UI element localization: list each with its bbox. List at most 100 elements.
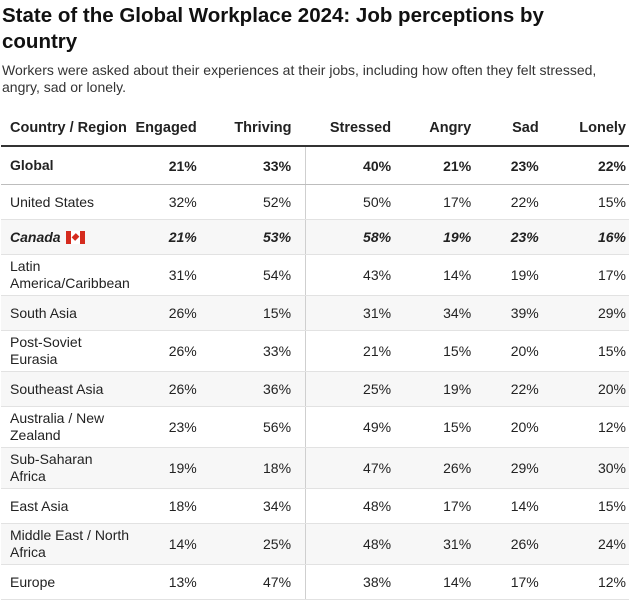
cell-engaged: 19% <box>129 447 211 489</box>
cell-engaged: 21% <box>129 219 211 255</box>
row-label-text: Canada <box>10 228 61 245</box>
row-label: Europe <box>1 564 130 600</box>
row-label-text: Australia / New Zealand <box>10 410 105 443</box>
cell-lonely: 22% <box>552 146 629 185</box>
cell-sad: 23% <box>485 219 553 255</box>
table-row: United States 32% 52% 50% 17% 22% 15% <box>1 184 629 220</box>
row-label: Global <box>1 146 130 185</box>
cell-engaged: 13% <box>129 564 211 600</box>
cell-stressed: 25% <box>305 371 406 407</box>
cell-lonely: 30% <box>552 447 629 489</box>
cell-angry: 31% <box>405 523 486 565</box>
cell-angry: 17% <box>405 488 486 524</box>
cell-engaged: 26% <box>129 295 211 331</box>
cell-engaged: 31% <box>129 254 211 296</box>
cell-sad: 19% <box>485 254 553 296</box>
cell-engaged: 26% <box>129 330 211 372</box>
cell-stressed: 50% <box>305 184 406 220</box>
cell-sad: 22% <box>485 184 553 220</box>
cell-thriving: 47% <box>210 564 306 600</box>
column-header-country-region: Country / Region <box>1 110 130 147</box>
cell-stressed: 21% <box>305 330 406 372</box>
cell-stressed: 48% <box>305 488 406 524</box>
cell-angry: 14% <box>405 254 486 296</box>
cell-thriving: 52% <box>210 184 306 220</box>
row-label: Post-Soviet Eurasia <box>1 330 130 372</box>
canada-flag-icon <box>65 230 85 244</box>
cell-lonely: 12% <box>552 564 629 600</box>
cell-sad: 17% <box>485 564 553 600</box>
cell-thriving: 15% <box>210 295 306 331</box>
cell-lonely: 16% <box>552 219 629 255</box>
cell-angry: 15% <box>405 406 486 448</box>
table-row: Middle East / North Africa 14% 25% 48% 31% 26… <box>1 523 629 565</box>
cell-lonely: 15% <box>552 488 629 524</box>
cell-angry: 21% <box>405 146 486 185</box>
row-label-text: Latin America/Caribbean <box>10 258 130 291</box>
cell-thriving: 36% <box>210 371 306 407</box>
cell-thriving: 54% <box>210 254 306 296</box>
row-label: East Asia <box>1 488 130 524</box>
row-label-text: Sub-Saharan Africa <box>10 451 93 484</box>
cell-sad: 22% <box>485 371 553 407</box>
cell-angry: 15% <box>405 330 486 372</box>
cell-engaged: 23% <box>129 406 211 448</box>
column-header-sad: Sad <box>485 110 553 147</box>
cell-thriving: 33% <box>210 146 306 185</box>
table-row: South Asia 26% 15% 31% 34% 39% 29% <box>1 295 629 331</box>
cell-lonely: 15% <box>552 184 629 220</box>
cell-thriving: 34% <box>210 488 306 524</box>
cell-angry: 19% <box>405 371 486 407</box>
cell-lonely: 12% <box>552 406 629 448</box>
cell-angry: 19% <box>405 219 486 255</box>
row-label-text: Middle East / North Africa <box>10 527 130 560</box>
cell-stressed: 58% <box>305 219 406 255</box>
cell-lonely: 24% <box>552 523 629 565</box>
row-label-text: United States <box>10 193 95 210</box>
row-label: United States <box>1 184 130 220</box>
cell-engaged: 18% <box>129 488 211 524</box>
row-label: Latin America/Caribbean <box>1 254 130 296</box>
cell-lonely: 20% <box>552 371 629 407</box>
cell-engaged: 26% <box>129 371 211 407</box>
cell-lonely: 15% <box>552 330 629 372</box>
cell-stressed: 43% <box>305 254 406 296</box>
table-row: Southeast Asia 26% 36% 25% 19% 22% 20% <box>1 371 629 407</box>
row-label: Sub-Saharan Africa <box>1 447 130 489</box>
cell-stressed: 40% <box>305 146 406 185</box>
cell-sad: 26% <box>485 523 553 565</box>
chart-subtitle: Workers were asked about their experienc… <box>2 62 597 95</box>
column-header-lonely: Lonely <box>552 110 629 147</box>
row-label-text: East Asia <box>10 497 69 514</box>
row-label-text: Europe <box>10 573 56 590</box>
cell-lonely: 29% <box>552 295 629 331</box>
cell-stressed: 49% <box>305 406 406 448</box>
table-row: Latin America/Caribbean 31% 54% 43% 14% 19% 17… <box>1 254 629 296</box>
cell-thriving: 25% <box>210 523 306 565</box>
cell-stressed: 47% <box>305 447 406 489</box>
row-label-text: Post-Soviet Eurasia <box>10 334 82 367</box>
cell-angry: 34% <box>405 295 486 331</box>
cell-angry: 14% <box>405 564 486 600</box>
row-label: South Asia <box>1 295 130 331</box>
cell-stressed: 48% <box>305 523 406 565</box>
cell-sad: 20% <box>485 406 553 448</box>
row-label: Southeast Asia <box>1 371 130 407</box>
row-label-text: Global <box>10 157 54 173</box>
table-row: East Asia 18% 34% 48% 17% 14% 15% <box>1 488 629 524</box>
cell-stressed: 31% <box>305 295 406 331</box>
table-row: Europe 13% 47% 38% 14% 17% 12% <box>1 564 629 600</box>
row-label-text: South Asia <box>10 304 77 321</box>
cell-sad: 14% <box>485 488 553 524</box>
cell-sad: 29% <box>485 447 553 489</box>
cell-stressed: 38% <box>305 564 406 600</box>
cell-lonely: 17% <box>552 254 629 296</box>
cell-thriving: 56% <box>210 406 306 448</box>
table-row: Global 21% 33% 40% 21% 23% 22% <box>1 146 629 185</box>
table-row: Post-Soviet Eurasia 26% 33% 21% 15% 20% 15% <box>1 330 629 372</box>
cell-thriving: 33% <box>210 330 306 372</box>
cell-engaged: 14% <box>129 523 211 565</box>
cell-sad: 20% <box>485 330 553 372</box>
cell-thriving: 18% <box>210 447 306 489</box>
